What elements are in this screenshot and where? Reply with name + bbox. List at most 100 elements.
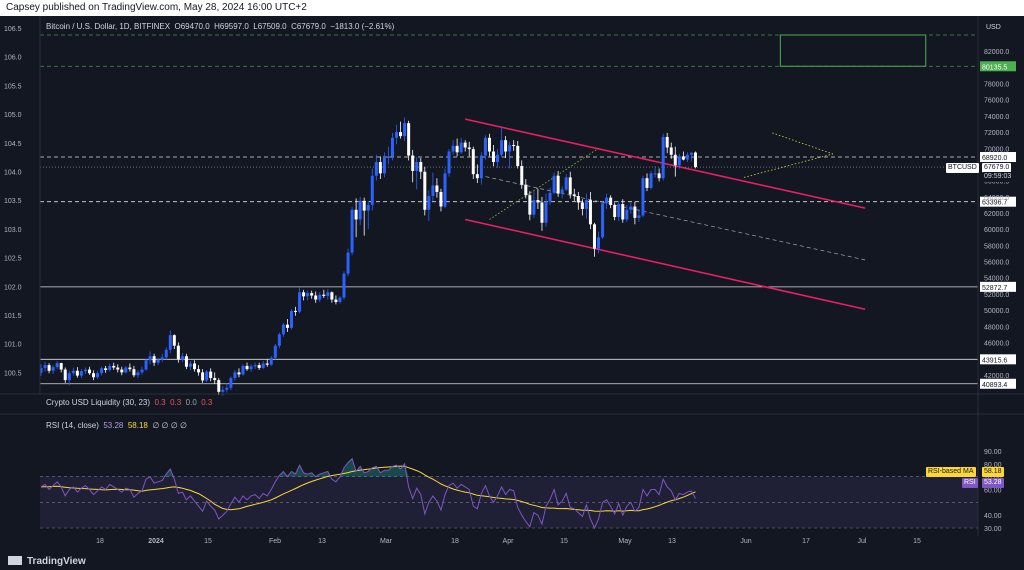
candle-body xyxy=(681,156,685,160)
candle-body xyxy=(233,372,237,379)
tradingview-logo[interactable]: TradingView xyxy=(8,554,86,570)
candle-body xyxy=(273,345,277,358)
price-tick-label: 78000.0 xyxy=(984,82,1009,89)
x-tick-label: 15 xyxy=(204,538,212,545)
candle-body xyxy=(314,295,318,300)
price-legend: Bitcoin / U.S. Dollar, 1D, BITFINEX O694… xyxy=(46,22,394,31)
tv-logo-icon xyxy=(8,556,22,565)
rsi-tag-value: 53.28 xyxy=(982,478,1004,488)
candle-body xyxy=(572,194,576,197)
candle-body xyxy=(225,387,229,390)
symbol-title: Bitcoin / U.S. Dollar, 1D, BITFINEX xyxy=(46,22,171,31)
candle-body xyxy=(245,365,249,370)
left-tick-label: 105.0 xyxy=(4,112,22,119)
candle-body xyxy=(427,196,431,210)
candle-body xyxy=(132,369,136,376)
left-tick-label: 106.0 xyxy=(4,55,22,62)
price-tick-label: 46000.0 xyxy=(984,340,1009,347)
candle-body xyxy=(609,197,613,205)
liquidity-value: 0.0 xyxy=(185,398,197,407)
brand-name: TradingView xyxy=(27,556,86,567)
candle-body xyxy=(508,145,512,152)
candle-body xyxy=(201,372,205,381)
candle-body xyxy=(136,372,140,376)
price-tick-label: 54000.0 xyxy=(984,276,1009,283)
candle-body xyxy=(447,151,451,174)
candle-body xyxy=(71,370,75,374)
x-tick-label: Apr xyxy=(503,538,515,545)
candle-body xyxy=(605,197,609,204)
rsi-tick-label: 40.00 xyxy=(984,513,1002,520)
candle-body xyxy=(193,363,197,370)
candle-body xyxy=(39,367,43,373)
triangle-line xyxy=(489,147,599,220)
candle-body xyxy=(188,363,192,367)
candle-body xyxy=(584,200,588,209)
candle-body xyxy=(221,389,225,392)
candle-body xyxy=(302,292,306,297)
candle-body xyxy=(362,200,366,211)
channel-upper xyxy=(465,118,866,209)
candle-body xyxy=(548,192,552,202)
price-tick-label: 42000.0 xyxy=(984,373,1009,380)
left-tick-label: 105.5 xyxy=(4,83,22,90)
candle-body xyxy=(621,204,625,220)
candle-body xyxy=(382,157,386,174)
candle-body xyxy=(467,147,471,150)
close-value: C67679.0 xyxy=(291,22,326,31)
candle-body xyxy=(536,200,540,203)
candle-body xyxy=(471,149,475,175)
rsi-placeholder: ∅ xyxy=(161,421,169,430)
candle-body xyxy=(67,373,71,381)
candle-body xyxy=(120,369,124,373)
candle-body xyxy=(390,137,394,157)
candle-body xyxy=(318,294,322,300)
candle-body xyxy=(148,356,152,361)
candle-body xyxy=(665,136,669,148)
currency-label: USD xyxy=(986,24,1001,31)
candle-body xyxy=(528,195,532,215)
x-tick-label: 17 xyxy=(802,538,810,545)
candle-body xyxy=(144,360,148,370)
candle-body xyxy=(597,237,601,249)
x-tick-label: 15 xyxy=(913,538,921,545)
candle-body xyxy=(108,365,112,370)
candle-body xyxy=(51,367,55,371)
candle-body xyxy=(378,162,382,174)
chart-area[interactable]: 80135.5 68920.0 63396.7 52872.7 43915.6 40893… xyxy=(0,16,1024,554)
publisher-bar: Capsey published on TradingView.com, May… xyxy=(0,0,1024,16)
level-tag-text: 43915.6 xyxy=(982,357,1007,364)
x-tick-label: 13 xyxy=(318,538,326,545)
level-tag xyxy=(980,281,1016,292)
candle-body xyxy=(588,200,592,225)
publisher-line: Capsey published on TradingView.com, May… xyxy=(6,2,307,13)
candle-body xyxy=(661,136,665,179)
chart-svg[interactable]: 80135.5 68920.0 63396.7 52872.7 43915.6 40893… xyxy=(0,16,1024,554)
candle-body xyxy=(520,166,524,185)
candle-body xyxy=(237,372,241,375)
candle-body xyxy=(79,371,83,376)
candle-body xyxy=(540,202,544,223)
candle-body xyxy=(524,184,528,196)
level-tag-text: 80135.5 xyxy=(982,64,1007,71)
candle-body xyxy=(253,365,257,367)
target-box xyxy=(779,34,927,67)
left-tick-label: 102.0 xyxy=(4,284,22,291)
left-tick-label: 104.0 xyxy=(4,170,22,177)
candle-body xyxy=(209,371,213,379)
candle-body xyxy=(87,369,91,374)
candle-body xyxy=(403,123,407,137)
candle-body xyxy=(180,356,184,360)
candle-body xyxy=(487,137,491,152)
candle-body xyxy=(277,334,281,346)
candle-body xyxy=(592,224,596,249)
candle-body xyxy=(156,359,160,363)
rsi-title: RSI (14, close) xyxy=(46,421,99,430)
price-tick-label: 60000.0 xyxy=(984,227,1009,234)
candle-body xyxy=(124,367,128,373)
channel-mid xyxy=(485,176,866,261)
price-tick-label: 74000.0 xyxy=(984,114,1009,121)
candle-body xyxy=(358,200,362,220)
liquidity-value: 0.3 xyxy=(170,398,182,407)
candle-body xyxy=(601,203,605,238)
